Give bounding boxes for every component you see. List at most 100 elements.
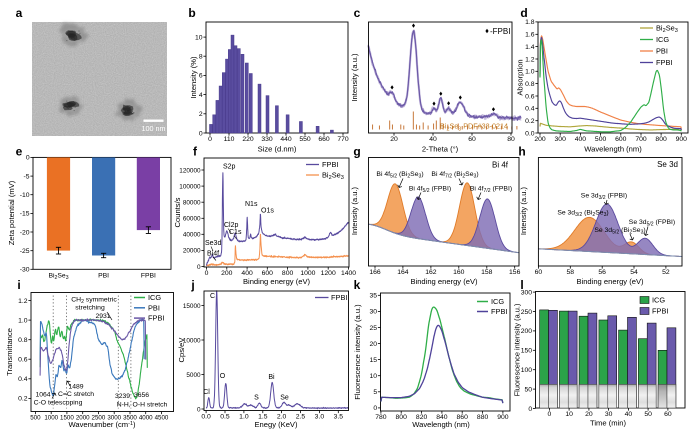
svg-text:1.0: 1.0 bbox=[18, 317, 28, 324]
svg-text:800: 800 bbox=[655, 136, 667, 143]
svg-text:-30: -30 bbox=[20, 267, 30, 274]
svg-text:50: 50 bbox=[525, 386, 533, 393]
svg-text:56: 56 bbox=[598, 269, 606, 276]
svg-text:Wavelength (nm): Wavelength (nm) bbox=[412, 420, 470, 429]
svg-text:1489: 1489 bbox=[68, 384, 83, 391]
svg-text:Size (d.nm): Size (d.nm) bbox=[258, 145, 297, 154]
svg-text:FPBI: FPBI bbox=[491, 307, 507, 316]
svg-text:1200: 1200 bbox=[321, 270, 336, 277]
svg-text:780: 780 bbox=[375, 414, 387, 421]
svg-text:0.2: 0.2 bbox=[525, 118, 535, 125]
svg-text:4000: 4000 bbox=[139, 415, 153, 422]
svg-text:0.2: 0.2 bbox=[18, 396, 28, 403]
svg-text:0.6: 0.6 bbox=[18, 357, 28, 364]
svg-text:-20: -20 bbox=[20, 229, 30, 236]
svg-text:20000: 20000 bbox=[183, 248, 201, 255]
svg-text:Se3d: Se3d bbox=[205, 240, 221, 247]
svg-text:PBI: PBI bbox=[656, 47, 668, 56]
svg-text:1.2: 1.2 bbox=[525, 56, 535, 63]
svg-text:100000: 100000 bbox=[179, 183, 201, 190]
svg-text:250: 250 bbox=[521, 309, 533, 316]
svg-text:0: 0 bbox=[197, 406, 201, 413]
svg-text:C-O telescoping: C-O telescoping bbox=[34, 400, 83, 407]
svg-text:5000: 5000 bbox=[186, 372, 201, 379]
svg-text:1.4: 1.4 bbox=[525, 44, 535, 51]
svg-text:0.4: 0.4 bbox=[18, 376, 28, 383]
svg-text:0: 0 bbox=[205, 270, 209, 277]
svg-text:120000: 120000 bbox=[179, 167, 201, 174]
svg-text:Intensity (a.u.): Intensity (a.u.) bbox=[350, 186, 359, 235]
svg-text:0.6: 0.6 bbox=[525, 93, 535, 100]
svg-text:3239: 3239 bbox=[115, 393, 130, 400]
svg-text:0: 0 bbox=[208, 136, 212, 143]
svg-text:d: d bbox=[520, 6, 527, 20]
svg-text:h: h bbox=[518, 145, 525, 159]
svg-text:110: 110 bbox=[224, 136, 235, 143]
svg-text:20: 20 bbox=[390, 136, 398, 143]
svg-text:166: 166 bbox=[369, 269, 381, 276]
svg-text:100 nm: 100 nm bbox=[142, 124, 166, 133]
svg-text:2-Theta (°): 2-Theta (°) bbox=[422, 145, 459, 154]
svg-text:30: 30 bbox=[605, 411, 613, 418]
svg-text:0.8: 0.8 bbox=[525, 81, 535, 88]
svg-text:Bi4f: Bi4f bbox=[207, 251, 219, 258]
svg-text:1.0: 1.0 bbox=[525, 69, 535, 76]
svg-text:10: 10 bbox=[195, 34, 203, 41]
svg-text:-15: -15 bbox=[20, 211, 30, 218]
svg-text:Cl: Cl bbox=[203, 389, 210, 396]
svg-text:C: C bbox=[210, 293, 215, 300]
svg-text:156: 156 bbox=[509, 269, 521, 276]
svg-text:Bi 4f: Bi 4f bbox=[492, 161, 509, 170]
svg-text:6: 6 bbox=[199, 73, 203, 80]
svg-text:FPBI: FPBI bbox=[322, 160, 338, 169]
svg-text:Zeta potential (mV): Zeta potential (mV) bbox=[7, 180, 16, 245]
svg-text:0: 0 bbox=[528, 406, 532, 413]
svg-text:ICG: ICG bbox=[652, 296, 665, 305]
svg-text:0.0: 0.0 bbox=[201, 414, 211, 421]
svg-text:60: 60 bbox=[468, 136, 476, 143]
svg-text:c: c bbox=[354, 6, 361, 20]
svg-text:-25: -25 bbox=[20, 248, 30, 255]
svg-text:N-H, O-H stretch: N-H, O-H stretch bbox=[117, 402, 168, 409]
svg-text:-10: -10 bbox=[20, 192, 30, 199]
svg-text:900: 900 bbox=[497, 414, 509, 421]
svg-text:FPBI: FPBI bbox=[331, 293, 347, 302]
svg-text:0: 0 bbox=[373, 405, 377, 412]
svg-text:5: 5 bbox=[373, 389, 377, 396]
svg-text:3.0: 3.0 bbox=[315, 414, 325, 421]
svg-text:60: 60 bbox=[535, 269, 543, 276]
svg-text:660: 660 bbox=[318, 136, 330, 143]
svg-text:Binding energy (eV): Binding energy (eV) bbox=[243, 277, 311, 286]
svg-text:FPBI: FPBI bbox=[141, 273, 156, 280]
svg-text:200: 200 bbox=[221, 270, 233, 277]
svg-text:800: 800 bbox=[396, 414, 408, 421]
svg-text:440: 440 bbox=[280, 136, 292, 143]
svg-text:880: 880 bbox=[477, 414, 489, 421]
svg-text:0.8: 0.8 bbox=[18, 337, 28, 344]
svg-text:40000: 40000 bbox=[183, 232, 201, 239]
svg-text:FPBI: FPBI bbox=[652, 307, 668, 316]
svg-text:900: 900 bbox=[676, 136, 688, 143]
svg-text:100: 100 bbox=[521, 367, 533, 374]
svg-text:0.4: 0.4 bbox=[525, 106, 535, 113]
svg-text:40: 40 bbox=[429, 136, 437, 143]
svg-text:40: 40 bbox=[625, 411, 633, 418]
svg-text:Binding energy (eV): Binding energy (eV) bbox=[410, 277, 478, 286]
svg-text:Absorption: Absorption bbox=[516, 59, 525, 95]
svg-text:Counts/s: Counts/s bbox=[173, 197, 182, 227]
svg-text:Transmittance: Transmittance bbox=[5, 328, 14, 376]
svg-text:35: 35 bbox=[370, 293, 378, 300]
svg-text:300: 300 bbox=[521, 289, 533, 296]
svg-text:8: 8 bbox=[199, 54, 203, 61]
svg-text:Cl2p: Cl2p bbox=[224, 222, 239, 229]
svg-text:52: 52 bbox=[662, 269, 670, 276]
svg-text:1.0: 1.0 bbox=[239, 414, 249, 421]
svg-text:200: 200 bbox=[521, 328, 533, 335]
svg-text:0: 0 bbox=[199, 130, 203, 137]
svg-text:20: 20 bbox=[585, 411, 593, 418]
svg-text:Intensity (a.u.): Intensity (a.u.) bbox=[350, 53, 359, 102]
svg-text:ICG: ICG bbox=[656, 35, 669, 44]
svg-text:a: a bbox=[16, 6, 23, 20]
svg-text:200: 200 bbox=[534, 136, 546, 143]
svg-text:150: 150 bbox=[521, 348, 533, 355]
